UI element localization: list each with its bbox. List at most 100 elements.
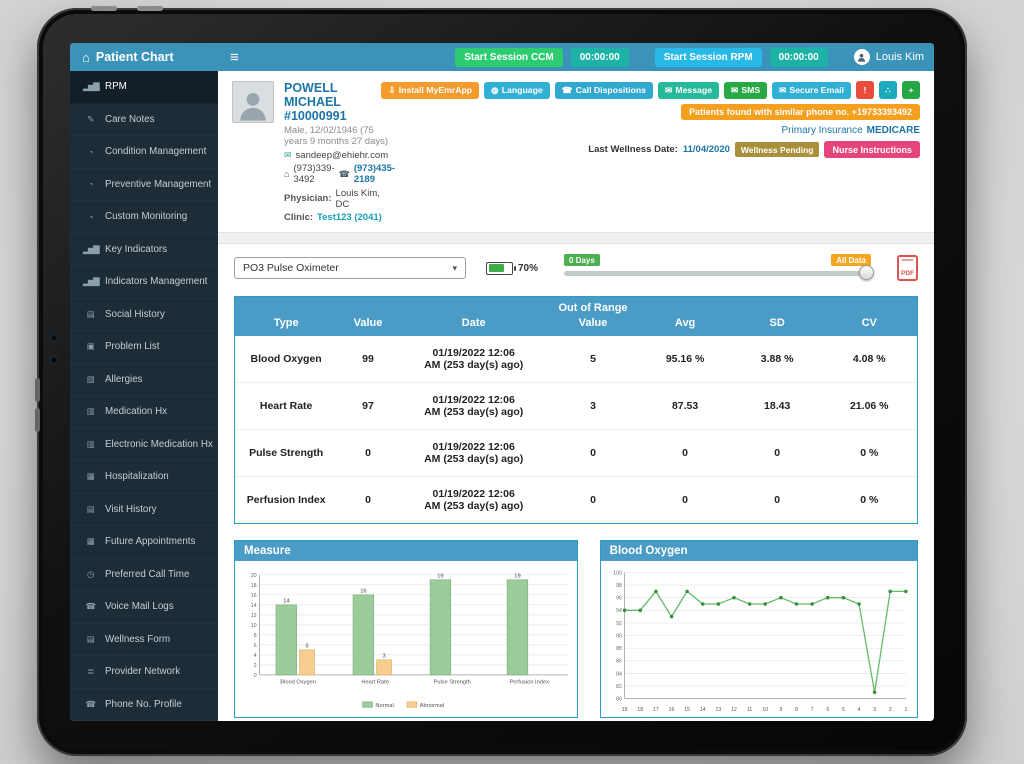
future-appointments-icon: ▦: [86, 536, 95, 547]
home-phone-icon: ⌂: [284, 168, 290, 179]
sidebar-item-medication-hx[interactable]: ▥ Medication Hx: [70, 396, 218, 429]
start-session-ccm-button[interactable]: Start Session CCM: [455, 47, 563, 67]
svg-text:13: 13: [715, 707, 721, 713]
sidebar-item-future-appointments[interactable]: ▦ Future Appointments: [70, 526, 218, 559]
secure-email-button[interactable]: ✉ Secure Email: [772, 81, 851, 99]
svg-text:8: 8: [795, 707, 798, 713]
measure-bar-chart: 0 2 4 6 8 10 12 14 16 18 20 14 5 Blood Oxygen 16 3 Heart…: [251, 573, 568, 709]
wellness-form-icon: ▤: [86, 633, 95, 644]
patient-cell-phone[interactable]: (973)435-2189: [353, 163, 396, 185]
sidebar-item-hospitalization[interactable]: ▦ Hospitalization: [70, 461, 218, 494]
sidebar-item-phone-no-profile[interactable]: ☎ Phone No. Profile: [70, 689, 218, 722]
sidebar-nav: ▂▅▇ RPM ✎ Care Notes ◔ Condition Management ◔ P…: [70, 71, 218, 721]
message-button[interactable]: ✉ Message: [658, 81, 720, 99]
sidebar-item-label: Custom Monitoring: [105, 211, 188, 223]
sidebar-item-rpm[interactable]: ▂▅▇ RPM: [70, 71, 218, 104]
menu-icon[interactable]: ≡: [230, 48, 239, 66]
sidebar-item-label: Preventive Management: [105, 178, 212, 190]
cell-sd: 0: [732, 429, 822, 477]
sidebar-item-wellness-form[interactable]: ▤ Wellness Form: [70, 624, 218, 657]
ccm-session-group: Start Session CCM 00:00:00: [455, 47, 629, 67]
sidebar-item-visit-history[interactable]: ▤ Visit History: [70, 494, 218, 527]
share-button[interactable]: ∴: [879, 81, 897, 99]
sidebar-item-problem-list[interactable]: ▣ Problem List: [70, 331, 218, 364]
svg-text:14: 14: [700, 707, 706, 713]
cell-sd: 18.43: [732, 382, 822, 430]
slider-track[interactable]: [564, 271, 871, 276]
primary-insurance: Primary Insurance MEDICARE: [781, 125, 920, 136]
hospitalization-icon: ▦: [86, 471, 95, 482]
nurse-instructions-button[interactable]: Nurse Instructions: [824, 141, 920, 158]
sidebar-item-custom-monitoring[interactable]: ◔ Custom Monitoring: [70, 201, 218, 234]
sidebar-item-preventive-management[interactable]: ◔ Preventive Management: [70, 169, 218, 202]
install-myemrapp-button[interactable]: ⇩ Install MyEmrApp: [381, 81, 480, 99]
charts-row: Measure 0 2 4 6 8 10 12 14 16 18 20 14 5 Blood Oxygen…: [234, 540, 918, 718]
message-icon: ✉: [665, 84, 673, 95]
sidebar-item-preferred-call-time[interactable]: ◷ Preferred Call Time: [70, 559, 218, 592]
cell-out-of-range: 0: [548, 476, 638, 523]
patient-header: POWELL MICHAEL #10000991 Male, 12/02/194…: [218, 71, 934, 232]
col-avg: Avg: [637, 297, 733, 336]
wellness-pending-badge: Wellness Pending: [734, 142, 820, 157]
svg-text:100: 100: [613, 570, 622, 576]
svg-text:84: 84: [616, 671, 622, 677]
condition-management-icon: ◔: [88, 146, 93, 157]
sidebar-item-social-history[interactable]: ▤ Social History: [70, 299, 218, 332]
secure-email-icon: ✉: [779, 84, 787, 95]
alert-button[interactable]: !: [856, 81, 874, 99]
measurement-table-panel: Type Value Date Out of Range Value Avg S…: [234, 296, 918, 524]
clinic-label: Clinic:: [284, 212, 314, 223]
svg-text:92: 92: [616, 621, 622, 627]
start-session-rpm-button[interactable]: Start Session RPM: [654, 47, 762, 67]
svg-text:18: 18: [637, 707, 643, 713]
svg-text:1: 1: [904, 707, 907, 713]
body-row: ▂▅▇ RPM ✎ Care Notes ◔ Condition Management ◔ P…: [70, 71, 934, 721]
sms-button[interactable]: ✉ SMS: [724, 81, 768, 99]
table-row: Blood Oxygen 99 01/19/2022 12:06 AM (253 da…: [235, 336, 917, 383]
svg-text:5: 5: [842, 707, 845, 713]
indicators-management-icon: ▂▅▇: [83, 276, 100, 287]
user-avatar-icon: [853, 49, 870, 65]
language-button[interactable]: ◍ Language: [484, 81, 550, 99]
rpm-icon: ▂▅▇: [83, 81, 100, 92]
sidebar-item-key-indicators[interactable]: ▂▅▇ Key Indicators: [70, 234, 218, 267]
cell-type: Heart Rate: [235, 382, 338, 430]
measure-chart-panel: Measure 0 2 4 6 8 10 12 14 16 18 20 14 5 Blood Oxygen…: [234, 540, 578, 718]
app-brand[interactable]: ⌂ Patient Chart: [70, 50, 218, 64]
sidebar-item-label: Indicators Management: [105, 276, 208, 288]
sidebar-item-care-notes[interactable]: ✎ Care Notes: [70, 104, 218, 137]
svg-text:19: 19: [621, 707, 627, 713]
sidebar-item-electronic-medication-hx[interactable]: ▥ Electronic Medication Hx: [70, 429, 218, 462]
cell-value: 0: [337, 429, 399, 477]
slider-min-label: 0 Days: [564, 254, 600, 266]
svg-text:20: 20: [251, 573, 257, 579]
patient-email[interactable]: sandeep@ehiehr.com: [295, 149, 389, 161]
svg-text:4: 4: [857, 707, 860, 713]
sidebar-item-indicators-management[interactable]: ▂▅▇ Indicators Management: [70, 266, 218, 299]
sidebar-item-label: Social History: [105, 308, 165, 320]
cell-sd: 0: [732, 476, 822, 523]
pdf-export-icon[interactable]: PDF: [897, 255, 918, 281]
call-dispositions-button[interactable]: ☎ Call Dispositions: [554, 81, 654, 99]
table-row: Pulse Strength 0 01/19/2022 12:06 AM (253 d…: [235, 429, 917, 477]
slider-handle[interactable]: [859, 265, 874, 280]
table-header-row: Type Value Date Out of Range Value Avg S…: [235, 297, 917, 336]
sidebar-item-provider-network[interactable]: ≣ Provider Network: [70, 656, 218, 689]
device-select[interactable]: PO3 Pulse Oximeter ▾: [234, 257, 466, 279]
add-button[interactable]: +: [902, 81, 920, 99]
controls-bar: PO3 Pulse Oximeter ▾ 70% 0 Days All Data…: [218, 244, 934, 290]
table-row: Perfusion Index 0 01/19/2022 12:06 AM (253 …: [235, 476, 917, 523]
similar-phone-banner[interactable]: Patients found with similar phone no. +1…: [681, 104, 920, 120]
physician-label: Physician:: [284, 193, 332, 204]
user-menu[interactable]: Louis Kim: [853, 49, 924, 65]
patient-home-phone[interactable]: (973)339-3492: [293, 163, 335, 185]
sidebar-item-condition-management[interactable]: ◔ Condition Management: [70, 136, 218, 169]
sidebar-item-voice-mail-logs[interactable]: ☎ Voice Mail Logs: [70, 591, 218, 624]
app-title: Patient Chart: [95, 50, 174, 64]
patient-name[interactable]: POWELL MICHAEL #10000991: [284, 81, 347, 123]
sidebar-item-allergies[interactable]: ▨ Allergies: [70, 364, 218, 397]
voice-mail-logs-icon: ☎: [85, 601, 96, 612]
date-range-slider[interactable]: 0 Days All Data: [564, 254, 874, 282]
col-out-of-range: Out of Range Value: [548, 297, 638, 336]
patient-info: POWELL MICHAEL #10000991 Male, 12/02/194…: [284, 81, 395, 223]
